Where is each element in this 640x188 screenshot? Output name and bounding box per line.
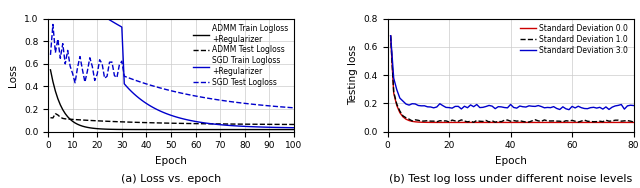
Standard Deviation 3.0 [495, 105, 502, 108]
SGD Train Logloss
+Regularizer [172, 116, 180, 118]
ADMM Test Logloss [195, 123, 202, 125]
ADMM Test Logloss [175, 122, 182, 124]
X-axis label: Epoch: Epoch [495, 156, 527, 166]
SGD Test Logloss [290, 107, 298, 109]
SGD Test Logloss [273, 105, 281, 108]
X-axis label: Epoch: Epoch [155, 156, 187, 166]
Line: SGD Train Logloss
+Regularizer: SGD Train Logloss +Regularizer [51, 13, 294, 128]
Legend: Standard Deviation 0.0, Standard Deviation 1.0, Standard Deviation 3.0: Standard Deviation 0.0, Standard Deviati… [518, 23, 630, 57]
SGD Test Logloss [49, 23, 57, 26]
ADMM Test Logloss [52, 112, 60, 115]
Standard Deviation 0.0 [543, 121, 551, 124]
Standard Deviation 0.0 [630, 121, 637, 124]
Standard Deviation 1.0 [547, 120, 554, 122]
Legend: ADMM Train Logloss
+Regularizer, ADMM Test Logloss, SGD Train Logloss
+Regulariz: ADMM Train Logloss +Regularizer, ADMM Te… [191, 23, 290, 88]
Standard Deviation 3.0 [605, 108, 613, 111]
Standard Deviation 3.0 [630, 104, 637, 107]
Line: ADMM Train Logloss
+Regularizer: ADMM Train Logloss +Regularizer [51, 70, 294, 130]
Standard Deviation 3.0 [565, 108, 573, 111]
Standard Deviation 1.0 [470, 121, 477, 124]
Standard Deviation 1.0 [538, 120, 545, 122]
Standard Deviation 1.0 [556, 120, 564, 122]
Y-axis label: Loss: Loss [8, 64, 19, 87]
Standard Deviation 1.0 [534, 120, 542, 122]
Standard Deviation 0.0 [602, 121, 610, 124]
SGD Train Logloss
+Regularizer [192, 120, 200, 123]
SGD Train Logloss
+Regularizer [47, 12, 54, 14]
SGD Train Logloss
+Regularizer [271, 126, 278, 129]
Line: Standard Deviation 1.0: Standard Deviation 1.0 [390, 36, 634, 122]
Standard Deviation 0.0 [605, 121, 613, 124]
SGD Train Logloss
+Regularizer [278, 126, 285, 129]
SGD Test Logloss [195, 95, 202, 98]
Standard Deviation 1.0 [387, 35, 394, 37]
Standard Deviation 3.0 [534, 105, 542, 107]
SGD Train Logloss
+Regularizer [103, 17, 111, 20]
ADMM Test Logloss [96, 120, 104, 122]
Standard Deviation 0.0 [553, 121, 561, 124]
Text: (b) Test log loss under different noise levels: (b) Test log loss under different noise … [389, 174, 632, 184]
Line: Standard Deviation 3.0: Standard Deviation 3.0 [390, 36, 634, 110]
SGD Train Logloss
+Regularizer [290, 127, 298, 129]
Line: SGD Test Logloss: SGD Test Logloss [51, 24, 294, 108]
Standard Deviation 0.0 [387, 35, 394, 37]
Y-axis label: Testing loss: Testing loss [348, 45, 358, 105]
Standard Deviation 3.0 [553, 107, 561, 110]
Standard Deviation 1.0 [497, 121, 505, 123]
Standard Deviation 1.0 [605, 120, 613, 122]
SGD Test Logloss [47, 54, 54, 56]
Standard Deviation 3.0 [543, 106, 551, 108]
Standard Deviation 0.0 [531, 121, 539, 124]
ADMM Test Logloss [273, 123, 281, 126]
Text: (a) Loss vs. epoch: (a) Loss vs. epoch [121, 174, 221, 184]
SGD Test Logloss [175, 91, 182, 94]
SGD Test Logloss [280, 106, 288, 108]
ADMM Test Logloss [280, 123, 288, 126]
SGD Test Logloss [96, 59, 104, 61]
Standard Deviation 0.0 [495, 121, 502, 124]
Standard Deviation 3.0 [531, 105, 539, 108]
Standard Deviation 1.0 [630, 121, 637, 123]
ADMM Train Logloss
+Regularizer [271, 128, 278, 131]
ADMM Train Logloss
+Regularizer [290, 128, 298, 131]
ADMM Train Logloss
+Regularizer [47, 69, 54, 71]
Standard Deviation 0.0 [534, 121, 542, 124]
ADMM Test Logloss [47, 117, 54, 119]
Line: ADMM Test Logloss: ADMM Test Logloss [51, 114, 294, 124]
ADMM Train Logloss
+Regularizer [103, 128, 111, 130]
ADMM Test Logloss [290, 123, 298, 126]
ADMM Train Logloss
+Regularizer [172, 128, 180, 131]
ADMM Test Logloss [106, 120, 113, 123]
ADMM Train Logloss
+Regularizer [93, 127, 101, 130]
Line: Standard Deviation 0.0: Standard Deviation 0.0 [390, 36, 634, 122]
Standard Deviation 3.0 [387, 35, 394, 37]
ADMM Train Logloss
+Regularizer [278, 128, 285, 131]
SGD Test Logloss [106, 61, 113, 63]
SGD Train Logloss
+Regularizer [93, 12, 101, 14]
ADMM Train Logloss
+Regularizer [192, 128, 200, 131]
